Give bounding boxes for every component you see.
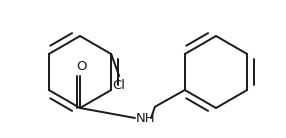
Text: O: O — [76, 60, 87, 73]
Text: Cl: Cl — [113, 79, 126, 92]
Text: NH: NH — [136, 112, 156, 125]
